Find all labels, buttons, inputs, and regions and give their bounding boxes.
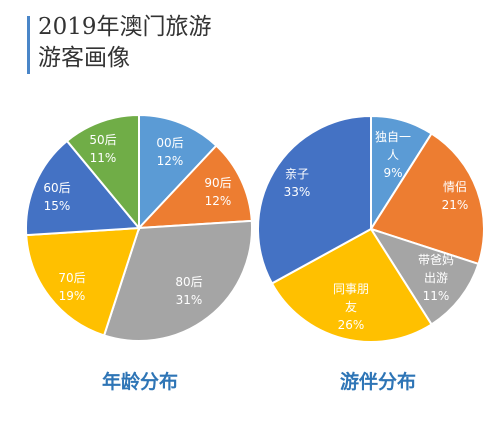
age-slice-label-1: 90后 12% — [204, 176, 231, 208]
companion-slice-label-2: 带爸妈出游 11% — [418, 253, 454, 303]
age-slice-0 — [138, 113, 218, 231]
title-accent-bar — [27, 16, 30, 74]
age-slice-label-4: 60后 15% — [43, 181, 70, 213]
age-slice-label-3: 70后 19% — [58, 271, 85, 303]
title-line-1: 2019年澳门旅游 — [38, 14, 212, 40]
companion-slice-label-1: 情侣 21% — [442, 179, 469, 212]
age-slice-2 — [102, 219, 253, 342]
age-slice-4 — [25, 139, 142, 237]
age-slice-3 — [25, 226, 141, 337]
companion-slice-label-4: 亲子 33% — [284, 167, 311, 199]
companion-slice-2 — [368, 227, 480, 326]
companion-chart-caption: 游伴分布 — [339, 371, 416, 393]
age-slice-5 — [65, 113, 140, 231]
age-pie-chart: 00后 12% 90后 12% 80后 31% 70后 19% 60后 15% 50后 11% — [25, 113, 253, 342]
companion-pie-chart: 独自一人 9% 情侣 21% 带爸妈出游 11% 同事朋友 26% 亲子 33% — [257, 114, 485, 343]
companion-slice-label-3: 同事朋友 26% — [333, 282, 369, 332]
companion-slice-1 — [369, 132, 485, 266]
companion-slice-3 — [270, 227, 433, 343]
age-slice-label-2: 80后 31% — [175, 275, 202, 307]
companion-slice-label-0: 独自一人 9% — [375, 130, 411, 180]
age-chart-caption: 年龄分布 — [101, 371, 178, 393]
title-line-2: 游客画像 — [38, 45, 130, 71]
companion-slice-4 — [257, 114, 372, 285]
age-slice-label-5: 50后 11% — [89, 133, 116, 165]
age-slice-label-0: 00后 12% — [156, 136, 183, 168]
page-title: 2019年澳门旅游 游客画像 — [38, 12, 212, 74]
age-slice-1 — [136, 144, 253, 230]
